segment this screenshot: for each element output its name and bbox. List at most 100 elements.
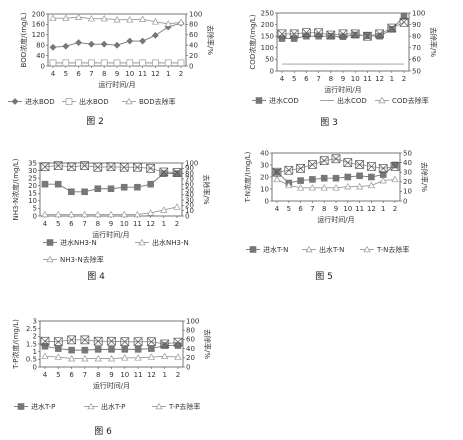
legend-label: T-N去除率 [376, 245, 409, 254]
data-point [80, 335, 90, 345]
data-point [148, 345, 155, 352]
y2-tick-label: 50 [412, 67, 421, 75]
data-point [113, 41, 121, 49]
data-point [277, 29, 287, 39]
data-point [54, 353, 62, 360]
data-point [161, 342, 168, 349]
data-point [161, 352, 169, 360]
data-point [94, 346, 102, 353]
data-point [320, 174, 328, 182]
data-point [94, 185, 102, 193]
y2-axis-label: 去除率/% [429, 27, 438, 57]
y-tick-label: 2.5 [26, 325, 37, 333]
x-axis-label: 运行时间/月 [317, 215, 354, 224]
x-tick-label: 5 [56, 371, 60, 379]
data-point [54, 210, 62, 218]
x-axis-label: 运行时间/月 [93, 381, 130, 390]
legend-marker [378, 96, 386, 104]
x-tick-label: 10 [343, 205, 352, 213]
y-tick-label: 30 [260, 161, 269, 169]
data-point [391, 175, 399, 183]
series-3 [277, 17, 409, 41]
x-tick-label: 11 [133, 220, 142, 228]
data-point [309, 176, 316, 183]
y-tick-label: 100 [261, 44, 274, 52]
figure-caption: 图 3 [320, 117, 338, 128]
data-point [177, 59, 185, 67]
data-point [164, 20, 172, 27]
y2-tick-label: 60 [186, 336, 195, 344]
data-point [152, 59, 159, 67]
data-point [41, 342, 49, 350]
y-tick-label: 160 [32, 21, 45, 29]
legend-label: 进水T-P [31, 402, 55, 411]
y2-tick-label: 90 [412, 21, 421, 29]
data-point [133, 337, 143, 347]
data-point [308, 160, 317, 169]
data-point [173, 337, 183, 347]
y2-tick-label: 50 [403, 149, 412, 157]
x-tick-label: 2 [175, 220, 179, 228]
x-tick-label: 7 [316, 75, 320, 83]
y2-tick-label: 20 [186, 354, 195, 362]
x-tick-label: 1 [166, 70, 170, 78]
data-point [356, 182, 364, 190]
data-point [327, 32, 335, 40]
data-point [67, 162, 76, 172]
data-point [160, 206, 168, 213]
x-tick-label: 6 [298, 205, 303, 213]
x-tick-label: 11 [363, 75, 372, 83]
y-tick-label: 1 [33, 348, 37, 356]
legend: 进水COD 出水COD COD去除率 [252, 96, 429, 105]
x-tick-label: 1 [162, 371, 166, 379]
y-tick-label: 50 [265, 56, 274, 64]
y-tick-label: 0 [265, 197, 269, 205]
data-point [87, 40, 95, 48]
x-tick-label: 6 [69, 220, 74, 228]
x-tick-label: 4 [280, 75, 285, 83]
data-point [126, 37, 134, 45]
data-point [297, 177, 304, 184]
data-point [379, 176, 387, 184]
legend-marker [249, 246, 257, 253]
y-tick-label: 10 [28, 197, 37, 205]
series-1 [49, 19, 185, 51]
y-tick-label: 0 [33, 363, 37, 371]
data-point [356, 172, 363, 180]
data-point [290, 35, 298, 42]
y-tick-label: 40 [36, 52, 45, 60]
data-point [139, 37, 147, 45]
y2-tick-label: 60 [189, 31, 198, 39]
y2-tick-label: 100 [412, 9, 425, 17]
data-point [49, 43, 57, 51]
data-point [107, 354, 116, 362]
y-tick-label: 80 [36, 42, 45, 50]
data-point [378, 164, 388, 173]
y2-tick-label: 50 [185, 186, 194, 194]
data-point [113, 15, 121, 23]
series-3 [40, 161, 182, 177]
y2-tick-label: 20 [189, 52, 198, 60]
x-tick-label: 7 [89, 70, 93, 78]
x-tick-label: 9 [334, 205, 338, 213]
data-point [54, 180, 62, 188]
x-tick-label: 7 [82, 220, 86, 228]
y-tick-label: 35 [28, 159, 37, 167]
y-axis-label: NH3-N浓度/(mg/L) [11, 158, 20, 220]
y2-tick-label: 80 [186, 327, 195, 335]
data-point [172, 168, 182, 177]
legend-label: 出水NH3-N [152, 238, 189, 247]
y2-axis-label: 去除率/% [206, 25, 215, 55]
y2-tick-label: 100 [185, 159, 198, 167]
x-tick-label: 8 [96, 220, 100, 228]
data-point [284, 165, 294, 175]
y2-tick-label: 90 [185, 165, 194, 173]
data-point [62, 59, 70, 67]
data-point [272, 167, 282, 177]
data-point [100, 14, 108, 22]
legend-marker [255, 97, 263, 104]
data-point [134, 354, 142, 361]
data-point [54, 345, 62, 352]
y-tick-label: 20 [28, 182, 37, 190]
y2-tick-label: 80 [185, 170, 194, 178]
